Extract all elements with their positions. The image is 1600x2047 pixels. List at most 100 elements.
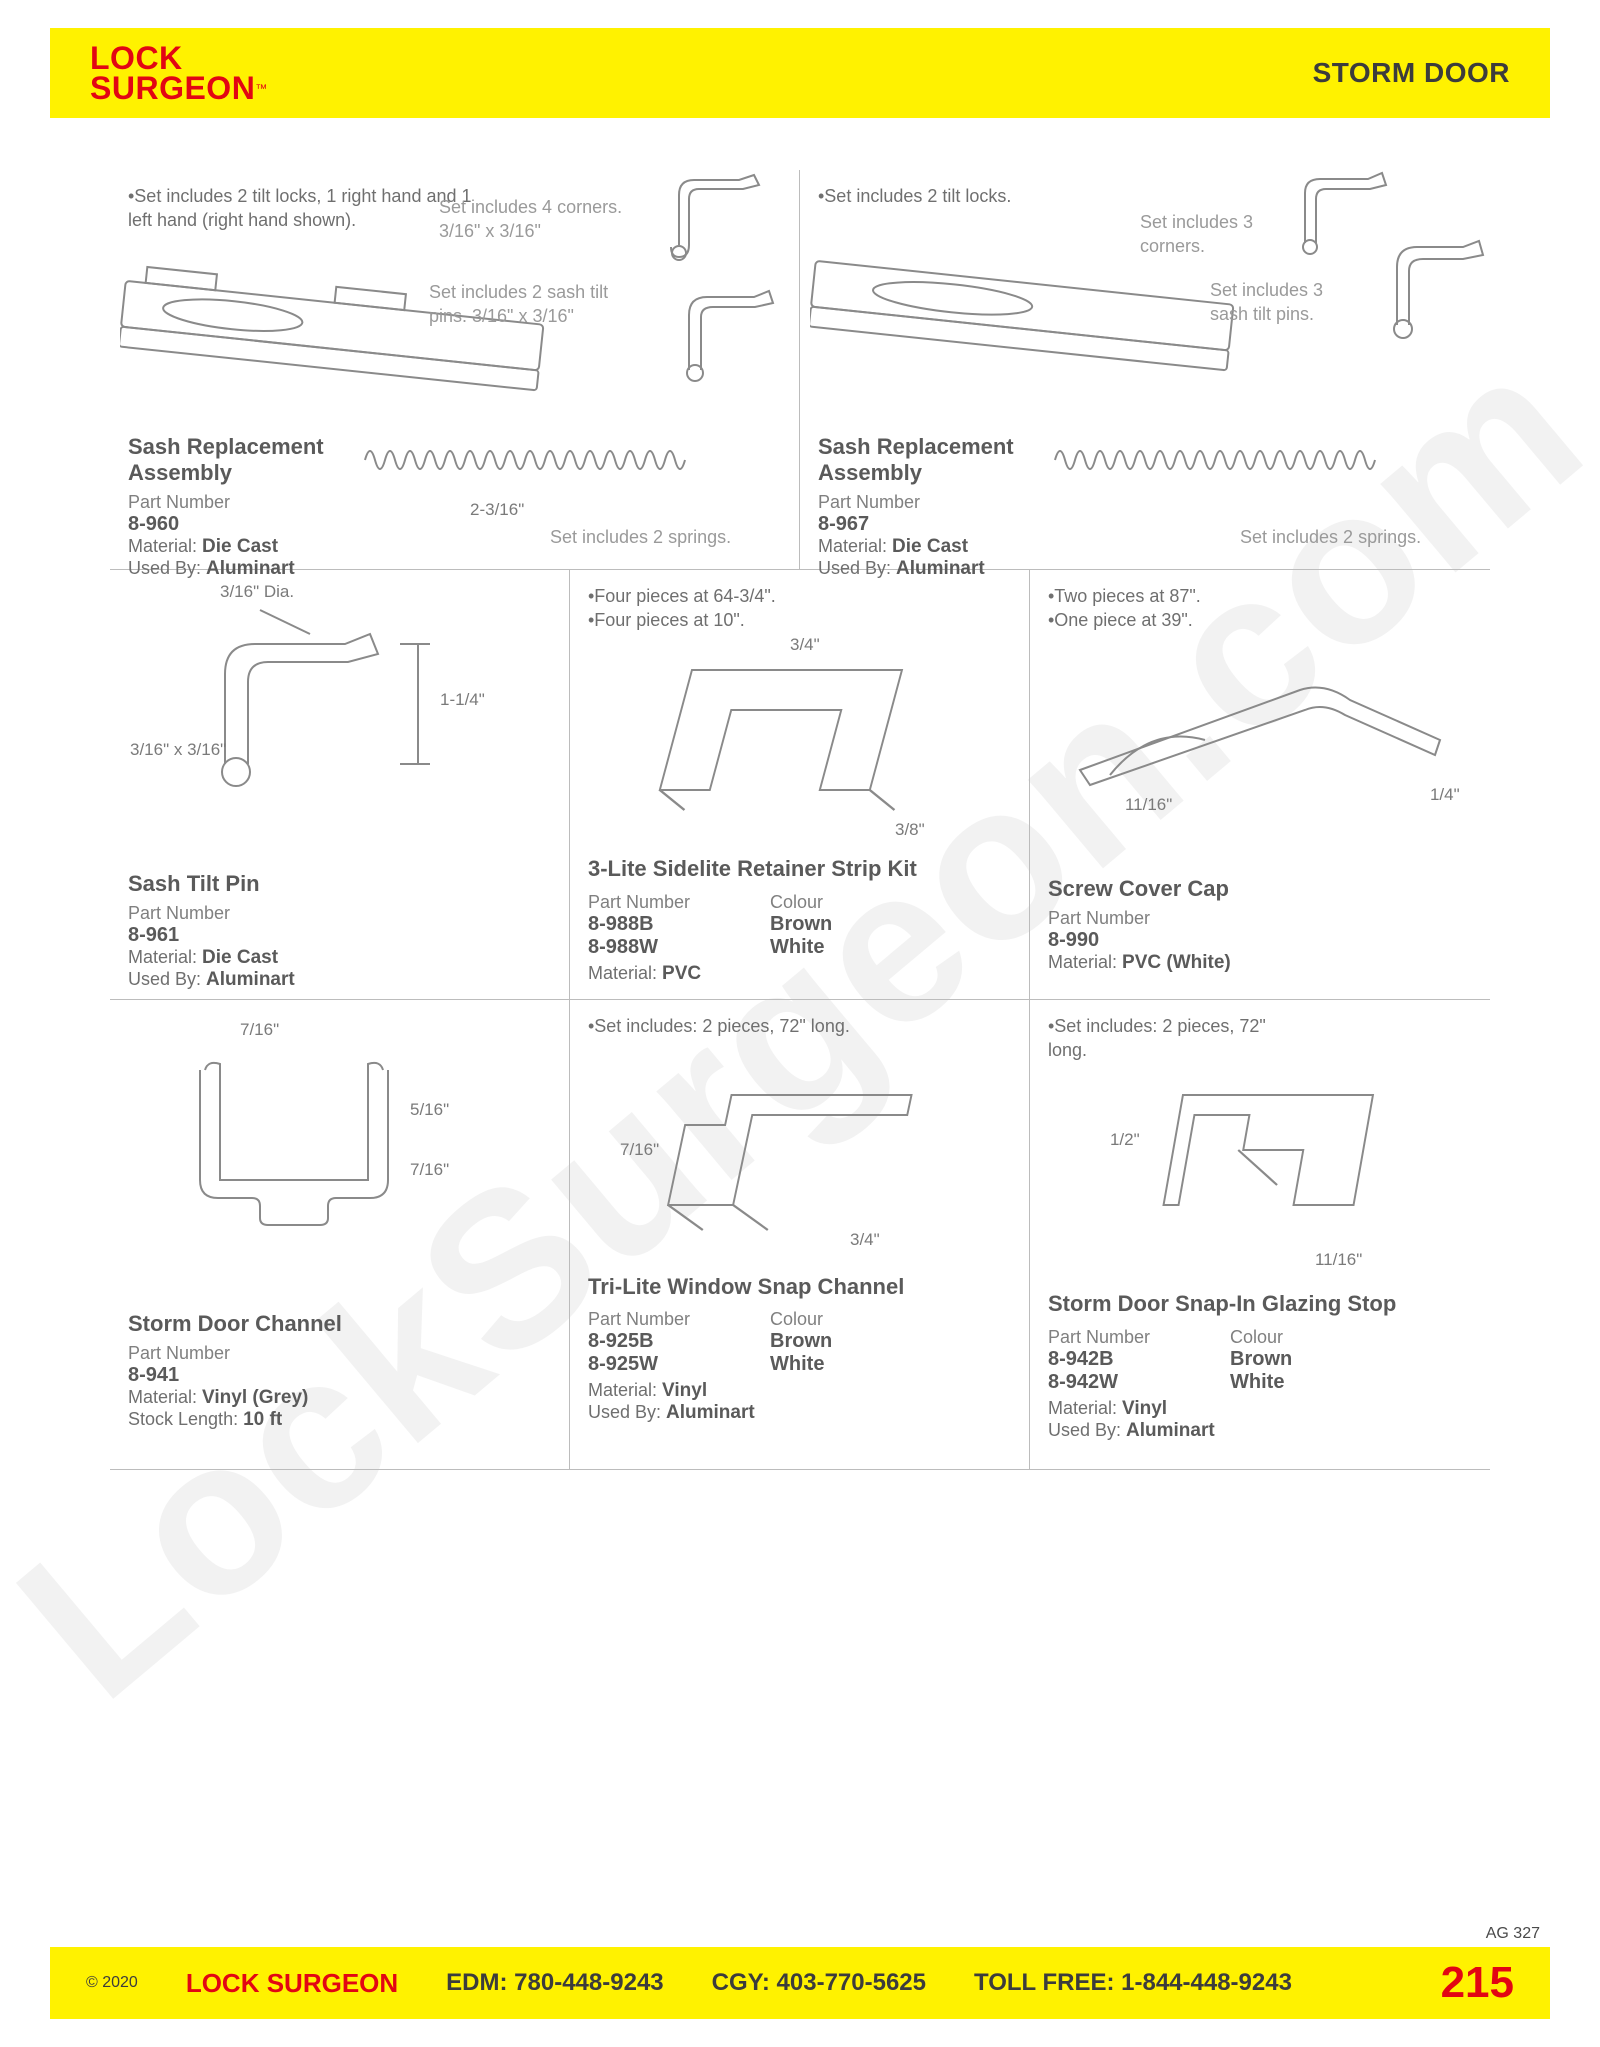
colour2: White xyxy=(1230,1371,1292,1394)
pn-label: Part Number xyxy=(1048,1327,1150,1348)
product-title: Storm Door Channel xyxy=(128,1311,342,1337)
spring-icon xyxy=(360,435,700,490)
cell-8-967: •Set includes 2 tilt locks. xyxy=(800,170,1490,569)
note2: •One piece at 39". xyxy=(1048,608,1472,632)
category-title: STORM DOOR xyxy=(1313,57,1510,89)
dim-base: 3/16" x 3/16" xyxy=(130,740,226,760)
corner-clip-icon xyxy=(659,165,779,265)
retainer-strip-diagram xyxy=(610,640,990,830)
product-title: Sash Replacement Assembly xyxy=(818,434,1048,486)
spring-dim: 2-3/16" xyxy=(470,500,524,520)
pn2: 8-988W xyxy=(588,936,690,959)
pn-label: Part Number xyxy=(1048,908,1231,929)
material: Die Cast xyxy=(892,536,968,557)
cell-8-942: •Set includes: 2 pieces, 72" long. 1/2" … xyxy=(1030,1000,1490,1469)
brand-logo: LOCK SURGEON™ xyxy=(90,43,267,104)
note2: •Four pieces at 10". xyxy=(588,608,1011,632)
spring-note: Set includes 2 springs. xyxy=(1240,525,1421,549)
footer-brand: LOCK SURGEON xyxy=(186,1968,398,1999)
cgy-label: CGY: xyxy=(712,1969,770,1996)
tf-label: TOLL FREE: xyxy=(974,1969,1114,1996)
mat-label: Material: xyxy=(588,1380,657,1400)
pn1: 8-925B xyxy=(588,1330,690,1353)
cell-8-925: •Set includes: 2 pieces, 72" long. 7/16"… xyxy=(570,1000,1030,1469)
product-info: Sash Tilt Pin Part Number 8-961 Material… xyxy=(128,865,295,991)
product-title: 3-Lite Sidelite Retainer Strip Kit xyxy=(588,856,1011,882)
row-2: 3/16" Dia. 1-1/4" 3/16" x 3/16" S xyxy=(110,570,1490,1000)
pn2: 8-942W xyxy=(1048,1371,1150,1394)
product-info: Storm Door Channel Part Number 8-941 Mat… xyxy=(128,1305,342,1431)
used-by: Aluminart xyxy=(1126,1420,1215,1441)
product-info: Screw Cover Cap Part Number 8-990 Materi… xyxy=(1048,870,1231,974)
callout-pins: Set includes 3 sash tilt pins. xyxy=(1210,278,1360,327)
cell-8-960: •Set includes 2 tilt locks, 1 right hand… xyxy=(110,170,800,569)
copyright: © 2020 xyxy=(86,1974,138,1992)
used-label: Used By: xyxy=(128,969,201,989)
colour2: White xyxy=(770,1353,832,1376)
colour1: Brown xyxy=(1230,1348,1292,1371)
colour-label: Colour xyxy=(770,892,832,913)
note1: •Four pieces at 64-3/4". xyxy=(588,584,1011,608)
ag-code: AG 327 xyxy=(1486,1925,1540,1943)
pn-label: Part Number xyxy=(588,892,690,913)
mat-label: Material: xyxy=(1048,1398,1117,1418)
dim-w: 3/4" xyxy=(850,1230,880,1250)
callout-pins: Set includes 2 sash tilt pins. 3/16" x 3… xyxy=(429,280,649,329)
pn-label: Part Number xyxy=(128,492,358,513)
stock-length: 10 ft xyxy=(243,1409,282,1430)
row-1: •Set includes 2 tilt locks, 1 right hand… xyxy=(110,170,1490,570)
used-by: Aluminart xyxy=(206,969,295,990)
material: Die Cast xyxy=(202,536,278,557)
dim-w: 11/16" xyxy=(1315,1250,1362,1270)
edm-label: EDM: xyxy=(446,1969,507,1996)
part-number: 8-961 xyxy=(128,924,295,947)
cell-8-941: 7/16" 5/16" 7/16" Storm Door Channel Par… xyxy=(110,1000,570,1469)
dim-right: 1/4" xyxy=(1430,785,1460,805)
dim-side: 5/16" xyxy=(410,1100,449,1120)
cgy-phone: 403-770-5625 xyxy=(777,1969,926,1996)
edm-phone: 780-448-9243 xyxy=(514,1969,663,1996)
glazing-stop-diagram xyxy=(1090,1055,1450,1255)
material: Vinyl xyxy=(662,1380,707,1401)
material: PVC xyxy=(662,963,701,984)
product-title: Screw Cover Cap xyxy=(1048,876,1231,902)
pn-label: Part Number xyxy=(818,492,1048,513)
page-number: 215 xyxy=(1441,1958,1514,2008)
callout-corners: Set includes 3 corners. xyxy=(1140,210,1280,259)
cell-8-988: •Four pieces at 64-3/4". •Four pieces at… xyxy=(570,570,1030,999)
catalog-page: LockSurgeon.com LOCK SURGEON™ STORM DOOR… xyxy=(0,0,1600,2047)
pn1: 8-988B xyxy=(588,913,690,936)
pn-label: Part Number xyxy=(128,903,295,924)
material: Vinyl (Grey) xyxy=(202,1387,308,1408)
dim-side: 3/8" xyxy=(895,820,925,840)
mat-label: Material: xyxy=(588,963,657,983)
part-number: 8-990 xyxy=(1048,929,1231,952)
brand-line2: SURGEON xyxy=(90,70,255,106)
dim-top: 3/4" xyxy=(790,635,820,655)
tf-phone: 1-844-448-9243 xyxy=(1121,1969,1292,1996)
callout-corners: Set includes 4 corners. 3/16" x 3/16" xyxy=(439,195,639,244)
trademark: ™ xyxy=(255,82,267,96)
dim-h: 1/2" xyxy=(1110,1130,1140,1150)
row-3: 7/16" 5/16" 7/16" Storm Door Channel Par… xyxy=(110,1000,1490,1470)
spring-note: Set includes 2 springs. xyxy=(550,525,731,549)
bottom-banner: © 2020 LOCK SURGEON EDM: 780-448-9243 CG… xyxy=(50,1947,1550,2019)
dim-h: 7/16" xyxy=(620,1140,659,1160)
spring-icon xyxy=(1050,435,1390,490)
sash-bar-diagram xyxy=(120,240,560,450)
pn-label: Part Number xyxy=(128,1343,342,1364)
dim-left: 11/16" xyxy=(1125,795,1172,815)
mat-label: Material: xyxy=(128,947,197,967)
cell-8-990: •Two pieces at 87". •One piece at 39". 1… xyxy=(1030,570,1490,999)
product-info: Storm Door Snap-In Glazing Stop Part Num… xyxy=(1048,1285,1472,1442)
product-title: Storm Door Snap-In Glazing Stop xyxy=(1048,1291,1472,1317)
product-info: Sash Replacement Assembly Part Number 8-… xyxy=(128,428,358,580)
used-by: Aluminart xyxy=(666,1402,755,1423)
door-channel-diagram xyxy=(160,1030,440,1240)
snap-channel-diagram xyxy=(610,1055,990,1245)
dim-top: 7/16" xyxy=(240,1020,279,1040)
product-info: Tri-Lite Window Snap Channel Part Number… xyxy=(588,1268,1011,1424)
tilt-pin-diagram xyxy=(170,604,470,804)
stock-label: Stock Length: xyxy=(128,1409,238,1429)
mat-label: Material: xyxy=(818,536,887,556)
